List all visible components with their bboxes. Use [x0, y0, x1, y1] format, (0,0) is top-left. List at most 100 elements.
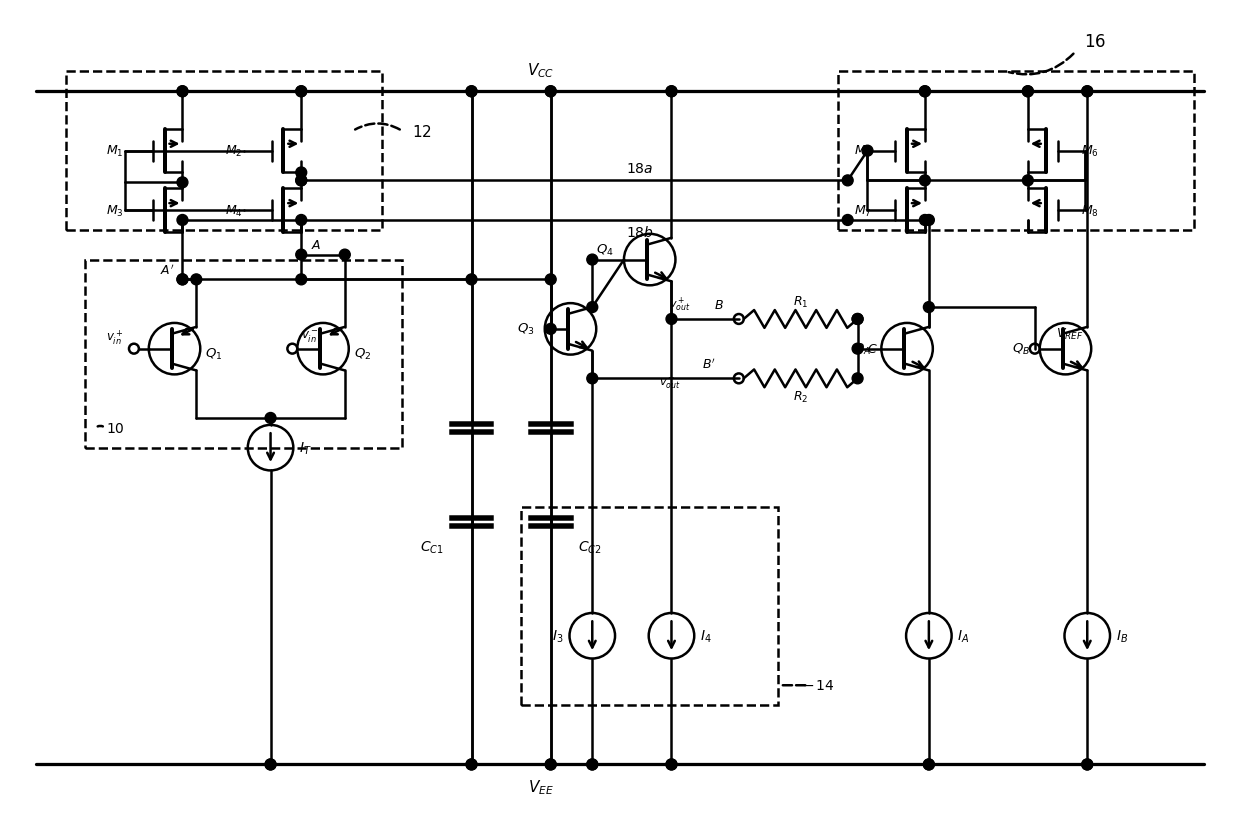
Text: $Q_B$: $Q_B$	[1012, 342, 1030, 357]
Text: $M_3$: $M_3$	[107, 203, 124, 219]
Circle shape	[466, 759, 477, 770]
Circle shape	[177, 215, 188, 226]
Text: $M_1$: $M_1$	[107, 144, 124, 159]
Circle shape	[296, 87, 306, 98]
Text: $B'$: $B'$	[702, 357, 715, 371]
Circle shape	[666, 87, 677, 98]
Circle shape	[265, 759, 277, 770]
Circle shape	[296, 176, 306, 186]
Text: $C_{C2}$: $C_{C2}$	[578, 539, 603, 556]
Circle shape	[177, 87, 188, 98]
Circle shape	[466, 87, 477, 98]
Circle shape	[546, 275, 557, 286]
Text: $18b$: $18b$	[626, 225, 653, 240]
Text: $C_{C1}$: $C_{C1}$	[420, 539, 444, 556]
Text: $I_T$: $I_T$	[299, 440, 311, 456]
Circle shape	[1081, 759, 1092, 770]
Circle shape	[852, 344, 863, 354]
Circle shape	[666, 87, 677, 98]
Text: $R_2$: $R_2$	[794, 389, 808, 404]
Circle shape	[546, 87, 557, 98]
Circle shape	[666, 314, 677, 325]
Circle shape	[546, 759, 557, 770]
Circle shape	[587, 759, 598, 770]
Text: $C$: $C$	[867, 343, 878, 356]
Text: $I_B$: $I_B$	[1116, 628, 1128, 644]
Text: $Q_3$: $Q_3$	[517, 322, 534, 337]
Circle shape	[1081, 87, 1092, 98]
Circle shape	[177, 275, 188, 286]
Text: $Q_1$: $Q_1$	[206, 347, 223, 362]
Circle shape	[842, 215, 853, 226]
Bar	[86, 260, 402, 448]
Circle shape	[842, 176, 853, 186]
Circle shape	[177, 178, 188, 189]
Text: $Q_4$: $Q_4$	[596, 243, 614, 258]
Circle shape	[924, 759, 934, 770]
Circle shape	[296, 215, 306, 226]
Text: $Q_A$: $Q_A$	[853, 342, 872, 357]
Text: $v_{out}^-$: $v_{out}^-$	[658, 377, 681, 391]
Text: $v_{in}^-$: $v_{in}^-$	[300, 330, 317, 345]
Circle shape	[340, 250, 350, 261]
Text: $V_{EE}$: $V_{EE}$	[528, 777, 554, 796]
Text: $M_6$: $M_6$	[1081, 144, 1099, 159]
Circle shape	[852, 314, 863, 325]
Circle shape	[919, 176, 930, 186]
Text: $-\,14$: $-\,14$	[801, 678, 835, 692]
Text: $M_2$: $M_2$	[226, 144, 243, 159]
Circle shape	[296, 176, 306, 186]
Text: $v_{in}^+$: $v_{in}^+$	[105, 328, 123, 347]
Text: $R_1$: $R_1$	[792, 294, 808, 310]
Circle shape	[1023, 176, 1033, 186]
Circle shape	[919, 87, 930, 98]
Text: $V_{CC}$: $V_{CC}$	[527, 61, 554, 79]
Text: $I_A$: $I_A$	[957, 628, 970, 644]
Circle shape	[919, 215, 930, 226]
Text: $v_{out}^+$: $v_{out}^+$	[668, 296, 691, 314]
Circle shape	[466, 87, 477, 98]
Text: $I_4$: $I_4$	[701, 628, 712, 644]
Circle shape	[919, 87, 930, 98]
Circle shape	[587, 255, 598, 266]
Circle shape	[1023, 87, 1033, 98]
Circle shape	[666, 759, 677, 770]
Circle shape	[587, 302, 598, 313]
Text: $18a$: $18a$	[626, 162, 653, 176]
Circle shape	[546, 87, 557, 98]
Text: $16$: $16$	[1084, 34, 1106, 51]
Circle shape	[546, 759, 557, 770]
Circle shape	[862, 146, 873, 157]
Circle shape	[296, 275, 306, 286]
Bar	[66, 72, 382, 230]
Text: $A'$: $A'$	[160, 263, 175, 277]
Circle shape	[924, 215, 934, 226]
Text: $M_4$: $M_4$	[224, 203, 243, 219]
Circle shape	[265, 759, 277, 770]
Circle shape	[587, 373, 598, 384]
Circle shape	[191, 275, 202, 286]
Text: $M_5$: $M_5$	[853, 144, 872, 159]
Circle shape	[852, 314, 863, 325]
Circle shape	[466, 275, 477, 286]
Text: $B$: $B$	[714, 298, 724, 311]
Text: $V_{REF}$: $V_{REF}$	[1055, 327, 1083, 342]
Circle shape	[852, 373, 863, 384]
Bar	[838, 72, 1194, 230]
Circle shape	[924, 302, 934, 313]
Circle shape	[1081, 759, 1092, 770]
Circle shape	[466, 759, 477, 770]
Circle shape	[587, 759, 598, 770]
Text: $M_7$: $M_7$	[853, 203, 872, 219]
Circle shape	[546, 324, 557, 335]
Circle shape	[1081, 87, 1092, 98]
Circle shape	[177, 275, 188, 286]
Text: $12$: $12$	[412, 123, 432, 140]
Circle shape	[666, 759, 677, 770]
Bar	[521, 508, 779, 705]
Circle shape	[296, 87, 306, 98]
Circle shape	[1023, 87, 1033, 98]
Text: $A$: $A$	[311, 239, 321, 252]
Circle shape	[265, 413, 277, 424]
Text: $I_3$: $I_3$	[552, 628, 563, 644]
